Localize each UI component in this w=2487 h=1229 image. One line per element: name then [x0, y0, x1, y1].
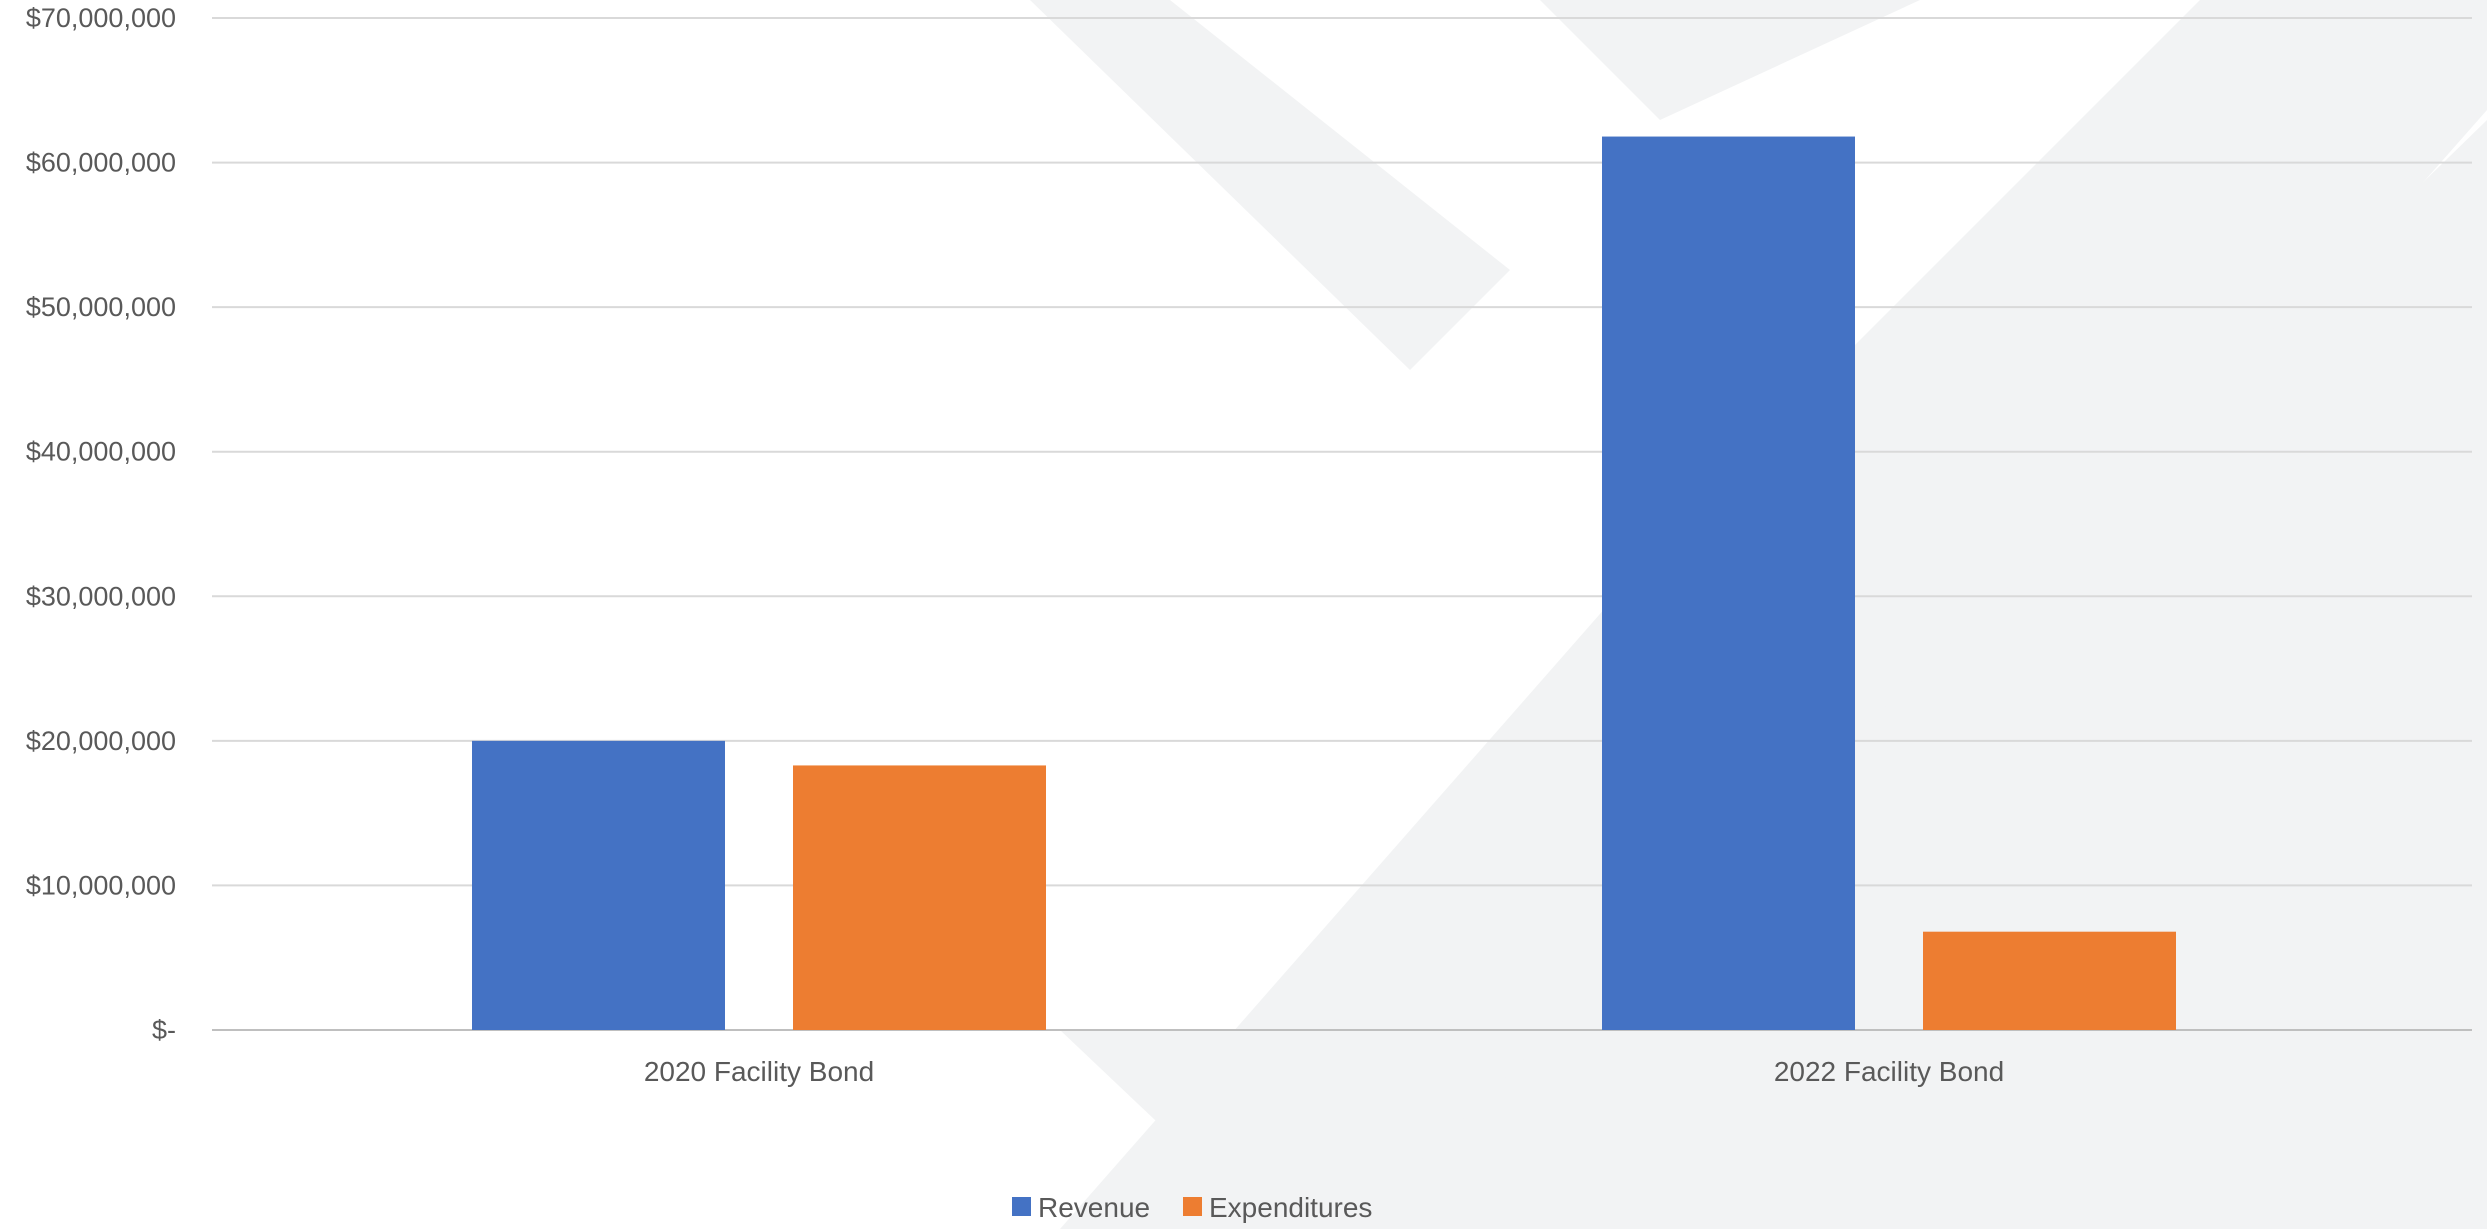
y-tick-label: $10,000,000 — [26, 870, 176, 900]
y-tick-label: $20,000,000 — [26, 726, 176, 756]
bar-revenue-1 — [472, 740, 725, 1030]
y-axis-ticks: $- $10,000,000 $20,000,000 $30,000,000 $40,0… — [26, 3, 176, 1045]
legend-swatch-revenue — [1012, 1197, 1031, 1216]
bar-revenue-2 — [1602, 136, 1855, 1030]
y-tick-label: $50,000,000 — [26, 292, 176, 322]
y-tick-label: $60,000,000 — [26, 148, 176, 178]
y-tick-label: $40,000,000 — [26, 437, 176, 467]
legend-swatch-expenditures — [1183, 1197, 1202, 1216]
bar-expenditures-2 — [1923, 931, 2176, 1030]
legend-label-expenditures: Expenditures — [1209, 1192, 1372, 1223]
y-tick-label: $- — [152, 1015, 176, 1045]
x-axis-categories: 2020 Facility Bond 2022 Facility Bond — [644, 1056, 2004, 1087]
bar-expenditures-1 — [793, 765, 1046, 1030]
x-category-label: 2022 Facility Bond — [1774, 1056, 2004, 1087]
y-tick-label: $30,000,000 — [26, 581, 176, 611]
x-category-label: 2020 Facility Bond — [644, 1056, 874, 1087]
legend-label-revenue: Revenue — [1038, 1192, 1150, 1223]
bars — [472, 136, 2176, 1030]
legend: Revenue Expenditures — [1012, 1192, 1372, 1223]
y-tick-label: $70,000,000 — [26, 3, 176, 33]
